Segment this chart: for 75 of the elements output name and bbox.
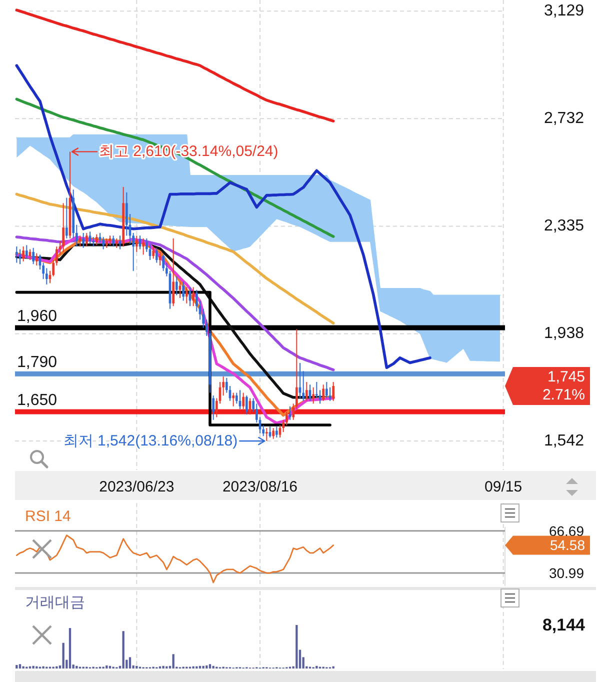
candlestick (16, 246, 18, 264)
ref-line-label: 1,650 (17, 392, 58, 409)
x-tick-label: 2023/08/16 (222, 478, 298, 496)
candlestick (116, 238, 118, 248)
candlestick (26, 244, 28, 260)
chart-title: 거래대금 (25, 594, 85, 611)
candlestick (142, 238, 144, 256)
bar (316, 666, 318, 668)
candlestick (272, 428, 274, 440)
candlestick (62, 202, 64, 252)
bar (136, 666, 138, 668)
annotation: 최저 1,542(13.16%,08/18) (63, 432, 238, 450)
bar (106, 665, 108, 668)
y-tick-label: 1,542 (544, 432, 584, 450)
candlestick (276, 426, 278, 438)
line-series (15, 64, 432, 369)
candlestick (326, 381, 328, 399)
y-tick-label: 2,335 (544, 218, 584, 235)
candlestick (66, 197, 68, 239)
x-tick-label: 2023/06/23 (99, 478, 174, 496)
text: 1,745 (547, 368, 585, 386)
candlestick (36, 252, 38, 266)
line-series (15, 98, 335, 238)
candlestick (312, 386, 314, 404)
candlestick (102, 236, 104, 250)
candlestick (322, 384, 324, 402)
x-tick-label: 09/15 (484, 478, 522, 496)
candlestick (112, 235, 114, 248)
bar (208, 664, 212, 668)
candlestick (186, 286, 188, 304)
candlestick (152, 246, 154, 260)
text: 54.58 (550, 537, 586, 554)
y-tick-label: 3,129 (544, 2, 584, 20)
y-tick-label: 1,938 (544, 325, 584, 342)
text: 8,144 (542, 616, 586, 634)
bar (62, 642, 64, 668)
y-tick-label: 66.69 (548, 522, 584, 539)
candlestick (156, 247, 158, 264)
candlestick (136, 235, 138, 252)
candlestick (22, 246, 24, 262)
bar (68, 628, 72, 668)
candlestick (176, 276, 178, 296)
bar (18, 664, 22, 668)
candlestick (96, 234, 98, 246)
candlestick (192, 286, 194, 307)
bar (122, 631, 124, 668)
candlestick (32, 247, 34, 265)
bar (16, 665, 18, 668)
candlestick (82, 232, 84, 248)
bar (76, 666, 78, 668)
candlestick (212, 395, 214, 420)
bar (128, 657, 132, 668)
line-series (16, 534, 334, 584)
candlestick (172, 238, 174, 307)
candlestick (306, 381, 308, 402)
bar (172, 654, 174, 668)
bar (206, 665, 208, 668)
candlestick (182, 281, 184, 302)
ref-line-label: 1,790 (17, 354, 58, 371)
candlestick (332, 381, 334, 402)
y-tick-label: 30.99 (548, 565, 584, 582)
candlestick (246, 395, 248, 415)
candlestick (86, 232, 88, 248)
candlestick (242, 392, 244, 410)
chart-title: RSI 14 (25, 508, 71, 525)
candlestick (266, 428, 268, 442)
y-tick-label: 2,732 (544, 110, 584, 128)
ref-line-label: 1,960 (17, 308, 58, 325)
line-series (15, 192, 335, 325)
bar (296, 625, 298, 668)
text: 2.71% (542, 386, 585, 404)
line-series (15, 8, 335, 122)
candlestick (118, 235, 122, 250)
candlestick (106, 238, 108, 248)
candlestick (232, 392, 234, 407)
